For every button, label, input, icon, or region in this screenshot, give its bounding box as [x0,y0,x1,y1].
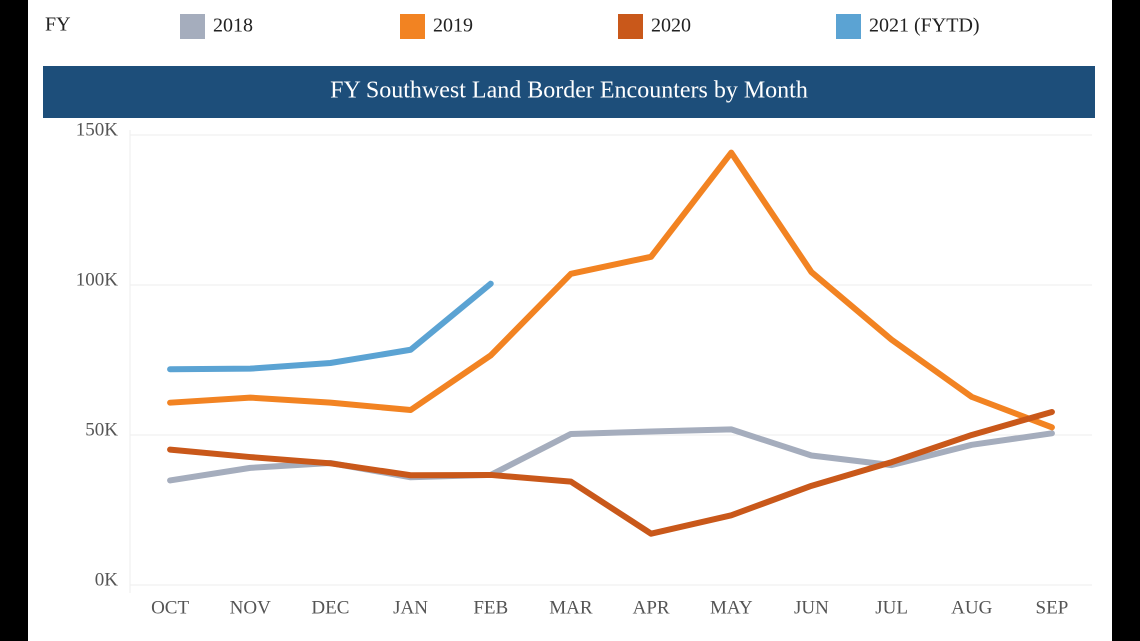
legend-label: 2019 [433,15,473,37]
legend-title: FY [45,14,71,36]
series-line [167,408,1055,537]
chart-title: FY Southwest Land Border Encounters by M… [330,78,808,104]
x-tick-label: AUG [951,597,992,618]
series-line [167,149,1055,431]
x-tick-label: JUN [794,597,829,618]
x-tick-label: OCT [151,597,189,618]
x-tick-label: JUL [875,597,908,618]
legend-swatch [836,14,861,39]
x-tick-label: MAY [710,597,753,618]
x-tick-label: APR [633,597,670,618]
legend-swatch [180,14,205,39]
y-tick-label: 100K [76,269,119,290]
legend-label: 2020 [651,15,691,37]
series-line [167,280,494,373]
x-tick-label: SEP [1036,597,1069,618]
x-tick-label: MAR [549,597,593,618]
y-tick-label: 150K [76,119,119,140]
y-tick-label: 50K [85,419,118,440]
legend-label: 2018 [213,15,253,37]
title-bar [43,66,1095,118]
x-tick-label: DEC [311,597,349,618]
y-tick-label: 0K [95,569,119,590]
x-tick-label: FEB [473,597,508,618]
legend-swatch [618,14,643,39]
legend-label: 2021 (FYTD) [869,15,980,37]
x-tick-label: NOV [230,597,271,618]
legend-swatch [400,14,425,39]
x-tick-label: JAN [393,597,428,618]
